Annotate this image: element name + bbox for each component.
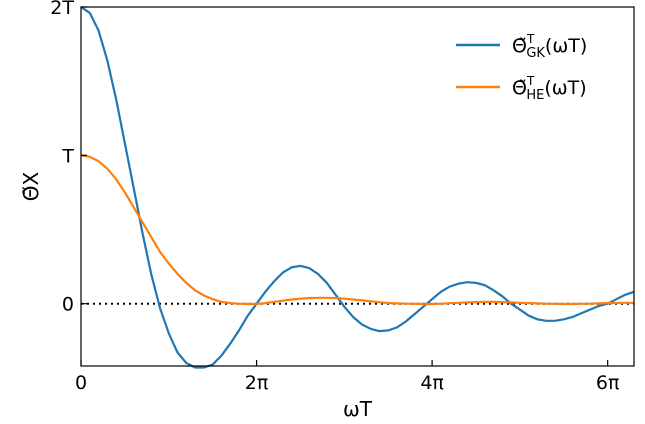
y-tick-label: 0 bbox=[62, 294, 74, 316]
x-axis-label: ωT bbox=[343, 397, 373, 421]
legend-label: Θ̃T GK(ωT) bbox=[512, 32, 587, 61]
series-line-he bbox=[80, 154, 634, 306]
x-tick-label: 2π bbox=[245, 372, 269, 394]
axis-ticks: 0 2π 4π 6π 0 T 2T bbox=[50, 0, 619, 394]
y-tick-label: T bbox=[61, 145, 74, 167]
x-tick-label: 6π bbox=[596, 372, 620, 394]
plot-frame bbox=[80, 6, 635, 367]
plot-area bbox=[80, 6, 635, 369]
legend: Θ̃T GK(ωT) Θ̃T HE(ωT) bbox=[456, 32, 587, 103]
y-tick-label: 2T bbox=[50, 0, 74, 19]
legend-label: Θ̃T HE(ωT) bbox=[512, 74, 587, 103]
series-line-gk bbox=[80, 6, 635, 369]
x-tick-label: 0 bbox=[75, 372, 87, 394]
x-tick-label: 4π bbox=[420, 372, 444, 394]
y-axis-label: Θ̃X bbox=[19, 171, 43, 201]
